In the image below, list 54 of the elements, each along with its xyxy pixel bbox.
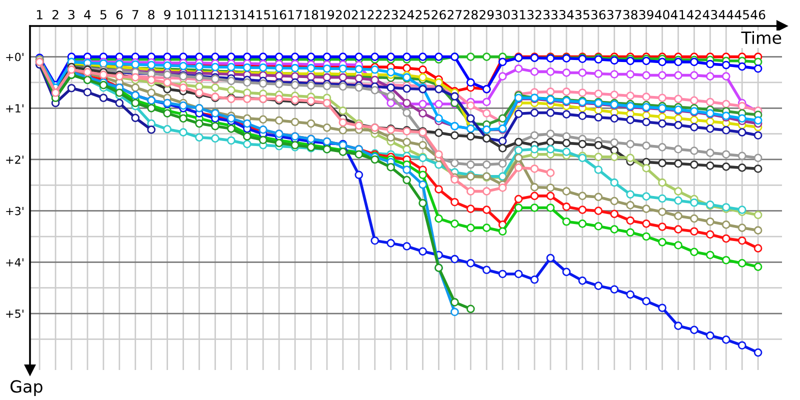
x-tick-label: 7 bbox=[132, 10, 138, 20]
x-tick-label: 32 bbox=[528, 10, 542, 20]
x-tick-label: 45 bbox=[734, 10, 749, 20]
x-tick-label: 24 bbox=[400, 10, 414, 20]
x-tick-label: 3 bbox=[68, 10, 74, 20]
x-tick-label: 44 bbox=[718, 10, 734, 20]
y-tick-label: +3' bbox=[6, 206, 24, 216]
x-tick-label: 46 bbox=[750, 10, 766, 20]
x-tick-label: 8 bbox=[148, 10, 154, 20]
x-tick-label: 42 bbox=[686, 10, 701, 20]
x-tick-label: 33 bbox=[543, 10, 558, 20]
x-tick-label: 25 bbox=[416, 10, 430, 20]
y-tick-label: +4' bbox=[6, 258, 24, 266]
x-tick-label: 40 bbox=[654, 10, 670, 20]
x-tick-label: 23 bbox=[384, 10, 398, 20]
x-tick-label: 14 bbox=[240, 10, 254, 20]
x-tick-label: 37 bbox=[607, 10, 622, 20]
x-tick-label: 16 bbox=[272, 10, 286, 20]
x-tick-label: 38 bbox=[623, 10, 638, 20]
x-tick-label: 36 bbox=[591, 10, 606, 20]
x-tick-label: 27 bbox=[448, 10, 462, 20]
x-tick-label: 18 bbox=[304, 10, 318, 20]
x-tick-label: 9 bbox=[164, 10, 170, 20]
x-tick-label: 10 bbox=[176, 10, 190, 20]
y-tick-label: +1' bbox=[6, 104, 24, 112]
x-tick-label: 35 bbox=[575, 10, 590, 20]
x-tick-label: 15 bbox=[256, 10, 270, 20]
y-tick-label: +5' bbox=[6, 310, 24, 318]
x-tick-label: 12 bbox=[208, 10, 222, 20]
x-tick-label: 21 bbox=[352, 10, 366, 20]
x-tick-label: 11 bbox=[192, 10, 206, 20]
x-tick-label: 30 bbox=[496, 10, 510, 20]
x-tick-label: 28 bbox=[464, 10, 478, 20]
x-tick-label: 26 bbox=[432, 10, 446, 20]
x-tick-label: 5 bbox=[100, 10, 106, 20]
x-tick-label: 1 bbox=[36, 10, 42, 20]
x-tick-label: 17 bbox=[288, 10, 302, 20]
x-tick-label: 29 bbox=[480, 10, 494, 20]
y-tick-label: +2' bbox=[6, 155, 24, 164]
x-tick-label: 34 bbox=[559, 10, 574, 20]
x-tick-label: 41 bbox=[670, 10, 686, 20]
y-tick-label: +0' bbox=[6, 52, 24, 62]
x-axis-title: Time bbox=[741, 31, 782, 44]
x-tick-label: 31 bbox=[512, 10, 526, 20]
x-tick-label: 6 bbox=[116, 10, 123, 20]
x-tick-label: 19 bbox=[320, 10, 334, 20]
x-tick-label: 39 bbox=[639, 10, 654, 20]
x-tick-label: 13 bbox=[224, 10, 238, 20]
x-tick-label: 43 bbox=[702, 10, 718, 20]
x-tick-label: 22 bbox=[368, 10, 382, 20]
x-tick-label: 4 bbox=[84, 10, 91, 20]
y-axis-title: Gap bbox=[10, 380, 42, 396]
x-tick-label: 20 bbox=[336, 10, 350, 20]
x-tick-label: 2 bbox=[52, 10, 58, 20]
